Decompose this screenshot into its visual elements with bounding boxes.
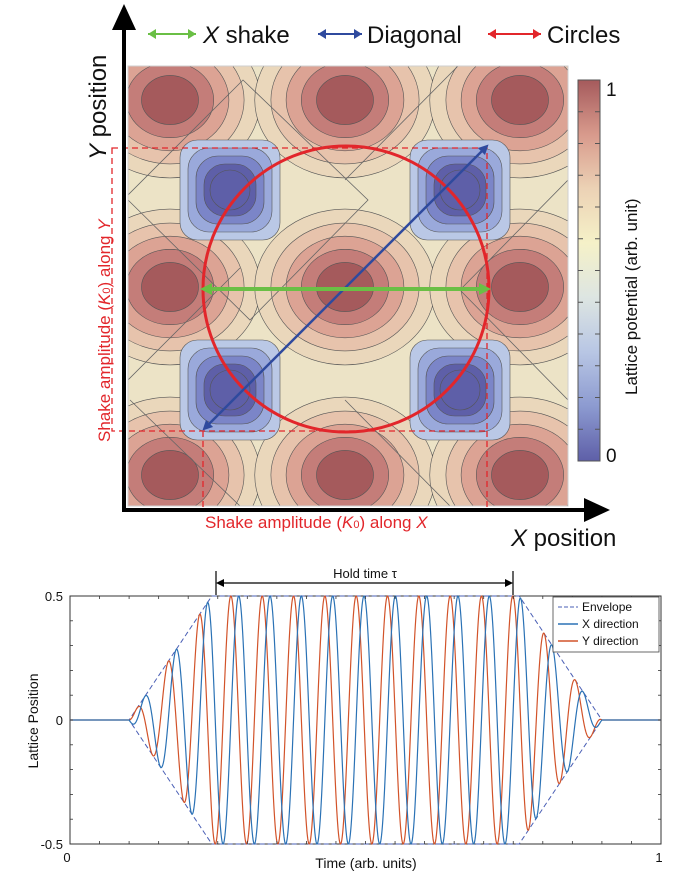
potential-maximum	[141, 262, 199, 312]
legend-x-shake: X shake	[148, 22, 290, 49]
legend-top: X shake Diagonal Circles	[148, 22, 620, 49]
svg-text:Circles: Circles	[547, 22, 620, 49]
hold-time-annotation: Hold time τ	[215, 566, 514, 595]
colorbar-min-label: 0	[606, 446, 617, 467]
potential-maximum	[491, 450, 549, 500]
amp-y-label: Shake amplitude (K0) along Y	[95, 218, 114, 442]
potential-maximum	[316, 450, 374, 500]
ytick-bottom: -0.5	[41, 837, 63, 852]
potential-maximum	[491, 262, 549, 312]
amp-x-label: Shake amplitude (K0) along X	[205, 513, 428, 532]
x-position-label: X position	[510, 525, 616, 552]
shake-amplitude-box	[111, 147, 488, 432]
svg-text:X shake: X shake	[202, 22, 290, 49]
xtick-end: 1	[655, 850, 662, 865]
hold-time-label: Hold time τ	[333, 566, 398, 581]
potential-maximum	[491, 75, 549, 125]
y-axis-label: Lattice Position	[25, 674, 41, 769]
axes-top	[112, 4, 610, 522]
potential-maximum	[316, 75, 374, 125]
x-axis-label: Time (arb. units)	[315, 855, 416, 871]
saddle-line	[129, 399, 241, 506]
colorbar-max-label: 1	[606, 80, 617, 101]
ytick-top: 0.5	[45, 589, 63, 604]
colorbar: 1 0 Lattice potential (arb. unit)	[577, 79, 641, 467]
potential-maximum	[141, 75, 199, 125]
y-position-label: Y position	[85, 55, 112, 160]
potential-maximum	[141, 450, 199, 500]
y-direction-line	[70, 595, 661, 845]
legend-x-direction: X direction	[582, 617, 639, 631]
legend-diagonal: Diagonal	[318, 22, 462, 49]
lattice-position-chart: 0.5 0 -0.5 0 1 Time (arb. units) Lattice…	[25, 566, 663, 871]
xtick-start: 0	[63, 850, 70, 865]
ytick-mid: 0	[56, 713, 63, 728]
legend-y-direction: Y direction	[582, 634, 638, 648]
svg-text:Diagonal: Diagonal	[367, 22, 462, 49]
colorbar-label: Lattice potential (arb. unit)	[622, 198, 641, 395]
legend-circles: Circles	[488, 22, 620, 49]
legend-envelope: Envelope	[582, 600, 632, 614]
chart-legend: Envelope X direction Y direction	[552, 596, 660, 653]
x-direction-line	[70, 595, 661, 845]
map-frame	[127, 65, 569, 507]
